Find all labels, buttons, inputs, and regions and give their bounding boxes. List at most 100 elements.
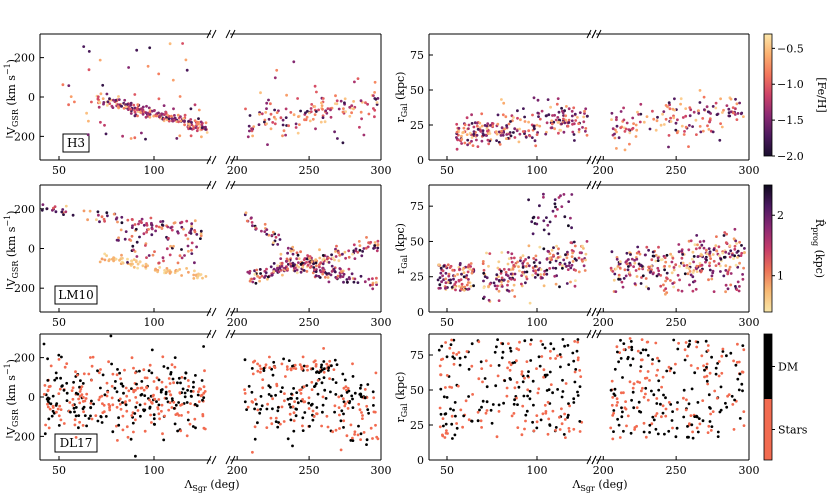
data-point: [562, 117, 565, 121]
data-point: [550, 119, 554, 123]
data-point: [632, 406, 636, 410]
data-point: [716, 435, 720, 438]
data-point: [313, 84, 317, 88]
data-point: [520, 274, 523, 277]
data-point: [111, 430, 115, 434]
data-point: [455, 353, 459, 356]
data-point: [524, 258, 527, 261]
data-point: [670, 260, 674, 264]
data-point: [191, 390, 195, 393]
data-point: [277, 233, 281, 237]
data-point: [184, 58, 188, 62]
data-point: [336, 137, 339, 140]
data-point: [503, 379, 507, 383]
data-point: [273, 108, 276, 112]
data-point: [287, 124, 290, 128]
data-point: [376, 243, 380, 246]
data-point: [366, 383, 370, 386]
data-point: [524, 419, 527, 423]
data-point: [688, 270, 692, 273]
data-point: [133, 114, 137, 118]
data-point: [702, 246, 706, 250]
data-point: [701, 117, 705, 120]
data-point: [549, 342, 553, 346]
data-point: [190, 224, 193, 228]
data-point: [584, 129, 587, 133]
data-point: [74, 391, 78, 395]
data-point: [544, 132, 548, 136]
data-point: [294, 126, 298, 129]
data-point: [254, 398, 257, 401]
data-point: [572, 133, 576, 136]
data-point: [65, 399, 69, 402]
data-point: [570, 255, 574, 258]
data-point: [734, 239, 738, 243]
data-point: [317, 263, 321, 267]
data-point: [271, 373, 275, 377]
data-point: [463, 123, 467, 127]
data-point: [368, 283, 372, 287]
data-point: [258, 411, 262, 415]
data-point: [180, 220, 184, 224]
data-point: [119, 407, 123, 411]
x-tick-label: 50: [52, 464, 66, 477]
data-point: [734, 97, 737, 101]
data-point: [515, 129, 519, 133]
data-point: [740, 382, 744, 386]
data-point: [100, 215, 104, 219]
data-point: [314, 261, 318, 265]
data-point: [463, 285, 467, 289]
data-point: [609, 426, 613, 430]
data-point: [305, 260, 308, 264]
data-point: [659, 123, 663, 127]
data-point: [320, 363, 323, 367]
data-point: [742, 251, 746, 255]
data-point: [687, 145, 690, 149]
data-point: [258, 279, 261, 283]
data-point: [458, 263, 462, 267]
data-point: [186, 244, 190, 248]
data-point: [684, 125, 688, 129]
data-point: [496, 113, 500, 117]
data-point: [707, 393, 711, 397]
data-point: [311, 409, 315, 413]
data-point: [619, 338, 622, 342]
data-point: [696, 366, 700, 370]
data-point: [444, 287, 447, 290]
data-point: [571, 351, 575, 355]
data-point: [255, 402, 258, 406]
data-point: [468, 141, 472, 145]
data-point: [446, 263, 450, 267]
data-point: [488, 132, 492, 135]
data-point: [691, 436, 695, 440]
data-point: [672, 268, 676, 272]
data-point: [441, 357, 445, 361]
data-point: [724, 250, 728, 254]
data-point: [636, 380, 639, 384]
data-point: [180, 414, 183, 417]
data-point: [691, 430, 694, 434]
data-point: [711, 130, 715, 134]
data-point: [55, 410, 58, 414]
data-point: [617, 136, 621, 140]
data-point: [717, 254, 721, 257]
data-point: [346, 407, 350, 410]
data-point: [265, 267, 268, 271]
data-point: [126, 218, 130, 222]
data-point: [525, 277, 529, 281]
data-point: [291, 264, 295, 268]
data-point: [115, 405, 119, 409]
data-point: [714, 244, 718, 248]
data-point: [505, 137, 508, 141]
data-point: [155, 224, 158, 228]
data-point: [107, 259, 111, 263]
data-point: [59, 408, 63, 411]
data-point: [53, 378, 57, 382]
data-point: [626, 355, 630, 359]
data-point: [90, 399, 93, 403]
axis-break-mark: [596, 29, 602, 39]
data-point: [719, 257, 723, 261]
data-point: [271, 407, 274, 411]
